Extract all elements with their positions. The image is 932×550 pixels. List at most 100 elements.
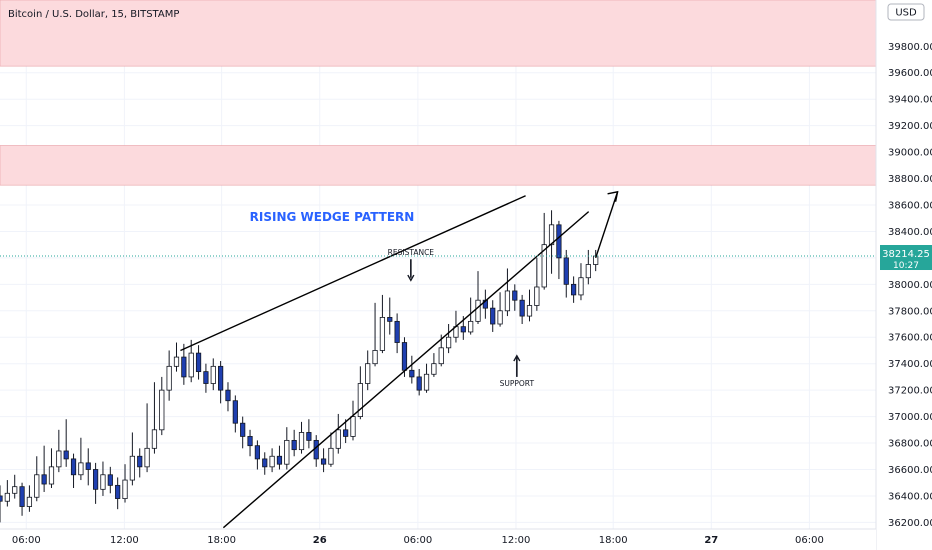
candle-body: [541, 244, 547, 288]
candle-body: [100, 474, 106, 490]
price-tick-label: 38600.00: [888, 200, 932, 211]
candle-body: [313, 439, 319, 460]
candle-body: [350, 416, 356, 437]
candle-body: [210, 365, 216, 384]
candle-body: [232, 400, 238, 424]
candle-body: [269, 455, 275, 468]
candle-body: [26, 496, 33, 507]
candle-body: [195, 352, 202, 373]
candle-body: [335, 429, 341, 449]
currency-badge[interactable]: [887, 3, 925, 21]
price-tick-label: 36600.00: [888, 465, 932, 476]
candle-body: [188, 352, 194, 378]
candle-body: [34, 474, 40, 498]
resistance-trendline: [180, 195, 526, 352]
candle-body: [181, 356, 187, 378]
currency-badge-label: USD: [895, 8, 917, 19]
time-tick-label: 18:00: [207, 535, 236, 546]
candle-body: [78, 462, 84, 476]
projection-arrowhead: [607, 190, 619, 202]
price-scale-background: [876, 0, 932, 550]
candle-body: [357, 383, 363, 417]
candle-body: [387, 316, 393, 322]
candle-body: [173, 356, 180, 367]
time-scale-background: [0, 529, 876, 550]
candle-body: [151, 429, 158, 449]
candle-body: [372, 350, 378, 365]
candle-body: [247, 436, 253, 447]
time-tick-label: 26: [313, 535, 327, 546]
candle-body: [548, 224, 555, 246]
last-price-countdown: 10:27: [893, 261, 919, 271]
candle-body: [578, 277, 584, 296]
candle-body: [48, 466, 55, 485]
candle-body: [41, 474, 47, 485]
pattern-title: RISING WEDGE PATTERN: [250, 210, 415, 224]
candle-body: [504, 290, 511, 312]
time-tick-label: 12:00: [110, 535, 139, 546]
price-tick-label: 36800.00: [888, 439, 932, 450]
candle-body: [534, 286, 540, 306]
price-tick-label: 38000.00: [888, 280, 932, 291]
candle-body: [203, 371, 209, 384]
candle-body: [276, 455, 283, 465]
candle-body: [401, 342, 408, 371]
candle-body: [0, 495, 3, 502]
support-arrowhead: [513, 354, 521, 362]
candle-body: [56, 450, 62, 468]
candle-body: [460, 326, 466, 333]
candle-body: [284, 439, 290, 465]
candle-body: [556, 224, 562, 259]
candle-body: [262, 458, 268, 468]
symbol-title: Bitcoin / U.S. Dollar, 15, BITSTAMP: [8, 9, 179, 20]
support-label: SUPPORT: [500, 379, 535, 388]
candle-body: [585, 264, 591, 279]
candle-body: [365, 363, 371, 384]
candle-body: [409, 369, 415, 378]
lower-resistance-zone: [0, 145, 877, 186]
candle-body: [475, 299, 481, 322]
price-tick-label: 38800.00: [888, 174, 932, 185]
candle-body: [115, 484, 121, 499]
price-tick-label: 37400.00: [888, 359, 932, 370]
candle-body: [563, 257, 569, 285]
time-tick-label: 18:00: [599, 535, 628, 546]
time-tick-label: 06:00: [795, 535, 824, 546]
price-tick-label: 39800.00: [888, 42, 932, 53]
candle-body: [320, 458, 327, 465]
price-tick-label: 39400.00: [888, 95, 932, 106]
price-tick-label: 37800.00: [888, 306, 932, 317]
candle-body: [490, 307, 496, 325]
price-tick-label: 38400.00: [888, 227, 932, 238]
candle-body: [571, 283, 577, 296]
candle-body: [166, 365, 172, 391]
price-tick-label: 37200.00: [888, 386, 932, 397]
resistance-arrowhead: [407, 274, 415, 282]
candle-body: [85, 462, 91, 470]
candle-body: [468, 320, 474, 333]
candle-body: [159, 389, 165, 431]
time-tick-label: 12:00: [502, 535, 531, 546]
candle-body: [423, 373, 430, 391]
candle-body: [240, 422, 246, 437]
candle-body: [416, 376, 422, 391]
candle-body: [431, 363, 437, 375]
support-trendline: [222, 211, 590, 529]
candle-body: [328, 447, 334, 465]
candle-body: [19, 486, 25, 507]
candle-body: [497, 310, 503, 325]
candle-body: [298, 432, 305, 451]
candle-body: [70, 458, 77, 476]
price-tick-label: 36200.00: [888, 518, 932, 529]
price-tick-label: 36400.00: [888, 491, 932, 502]
time-tick-label: 06:00: [12, 535, 41, 546]
candle-body: [306, 432, 312, 441]
projection-arrow-line: [595, 191, 619, 259]
candle-body: [12, 486, 18, 494]
resistance-label: RESISTANCE: [388, 248, 435, 257]
candle-body: [343, 429, 349, 437]
price-tick-label: 37000.00: [888, 412, 932, 423]
candle-body: [63, 450, 69, 460]
